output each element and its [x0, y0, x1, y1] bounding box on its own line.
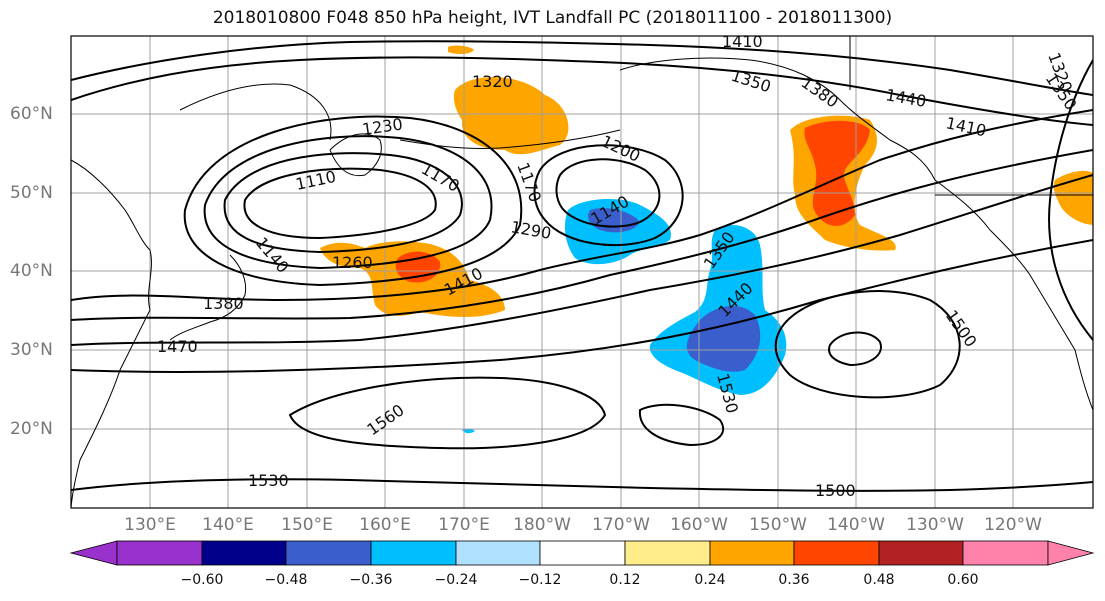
contour-label: 1470 — [157, 337, 198, 356]
colorbar-tick-label: 0.24 — [694, 572, 726, 588]
contour-high-east — [828, 331, 882, 367]
contour-south-2 — [638, 403, 725, 447]
contour-band-1 — [71, 109, 1093, 302]
contour-label: 1410 — [722, 32, 763, 51]
colorbar-tick-label: −0.36 — [349, 572, 393, 588]
map-title: 2018010800 F048 850 hPa height, IVT Land… — [212, 8, 893, 28]
colorbar-bin — [709, 540, 795, 566]
contour-label: 1320 — [472, 72, 513, 91]
colorbar-bin — [285, 540, 372, 566]
contour-central-low — [555, 158, 661, 228]
colorbar-bin — [455, 540, 541, 566]
lat-label: 30°N — [10, 340, 53, 360]
lat-label: 50°N — [10, 183, 53, 203]
contour-band-2 — [71, 149, 1093, 321]
map-frame — [70, 35, 1094, 509]
contour-label: 1530 — [248, 471, 289, 490]
colorbar-extend-left — [69, 540, 118, 566]
colorbar-bin — [201, 540, 287, 566]
lon-label: 120°W — [984, 515, 1042, 535]
border-canada — [849, 36, 1093, 196]
contour-low-4 — [183, 115, 523, 287]
lon-label: 180°W — [513, 515, 571, 535]
colorbar — [69, 540, 1095, 566]
contour-south — [71, 478, 1093, 492]
contour-subtropical-high — [288, 376, 607, 450]
colorbar-tick-label: −0.48 — [264, 572, 308, 588]
coast-alaska — [619, 57, 936, 181]
contour-band-4 — [71, 56, 1093, 126]
colorbar-bin — [962, 540, 1049, 566]
colorbar-tick-label: 0.48 — [863, 572, 895, 588]
lon-label: 160°W — [670, 515, 728, 535]
contour-central-low-2 — [533, 144, 684, 247]
colorbar-bin — [793, 540, 880, 566]
shade-cyan-dot — [462, 428, 475, 434]
coast-kamchatka — [329, 133, 382, 177]
contour-east-vertical — [1048, 59, 1093, 341]
lon-label: 160°E — [359, 515, 411, 535]
contour-low-2 — [223, 152, 463, 254]
shade-orange-small — [448, 45, 474, 55]
contour-low-3 — [203, 135, 493, 270]
contour-band-6 — [71, 239, 1093, 373]
coast-aleutians — [399, 129, 621, 149]
contour-label: 1500 — [815, 481, 856, 500]
contour-label: 1260 — [332, 253, 373, 272]
contour-low-inner — [243, 167, 437, 240]
lat-label: 40°N — [10, 261, 53, 281]
colorbar-tick-label: 0.60 — [947, 572, 979, 588]
contour-label: 1380 — [203, 294, 244, 313]
colorbar-tick-label: −0.12 — [518, 572, 562, 588]
lon-label: 130°W — [906, 515, 964, 535]
lon-label: 150°E — [281, 515, 333, 535]
contour-band-3 — [71, 174, 1093, 346]
colorbar-extend-right — [1047, 540, 1095, 566]
contour-band-5 — [71, 40, 1093, 96]
lon-label: 140°W — [827, 515, 885, 535]
colorbar-tick-label: −0.24 — [434, 572, 478, 588]
height-contours — [71, 40, 1093, 492]
colorbar-bin — [624, 540, 711, 566]
lon-label: 150°W — [749, 515, 807, 535]
colorbar-tick-label: 0.12 — [609, 572, 641, 588]
lat-label: 20°N — [10, 419, 53, 439]
colorbar-bin — [370, 540, 457, 566]
shade-red-goa — [804, 120, 870, 226]
colorbar-bin — [878, 540, 964, 566]
coast-asia — [71, 159, 152, 508]
coast-okhotsk — [179, 83, 332, 141]
colorbar-bin — [116, 540, 203, 566]
colorbar-bin — [539, 540, 626, 566]
colorbar-tick-label: −0.60 — [180, 572, 224, 588]
lon-label: 170°E — [438, 515, 490, 535]
lat-label: 60°N — [10, 104, 53, 124]
lon-label: 130°E — [124, 515, 176, 535]
colorbar-tick-label: 0.36 — [778, 572, 810, 588]
contour-high-east-2 — [774, 290, 961, 399]
shade-orange-bering — [453, 77, 569, 155]
lon-label: 170°W — [592, 515, 650, 535]
gridlines — [71, 36, 1093, 508]
shade-blue-southeast — [686, 305, 761, 372]
lon-label: 140°E — [202, 515, 254, 535]
